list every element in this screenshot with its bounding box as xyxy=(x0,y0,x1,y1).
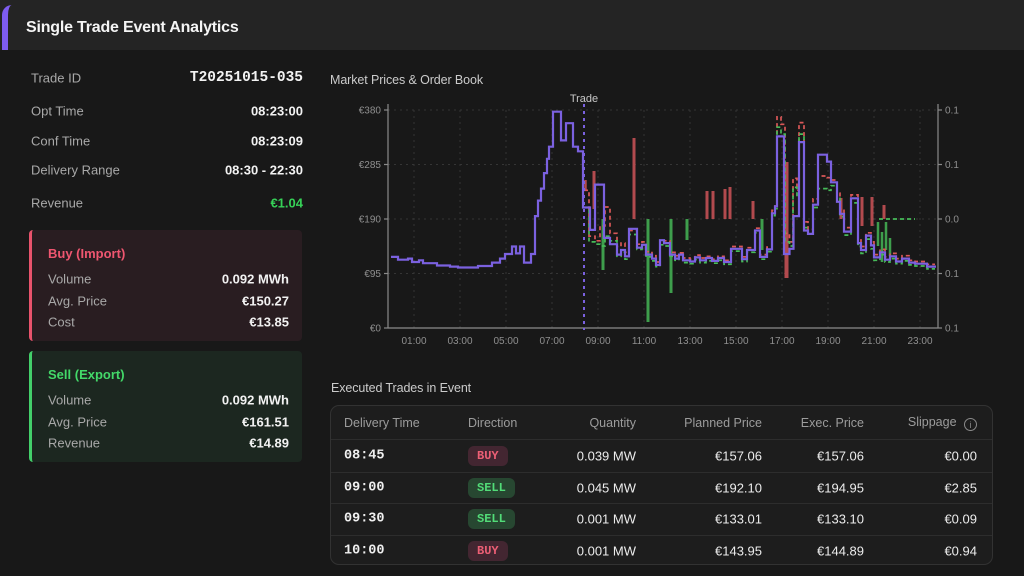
svg-text:23:00: 23:00 xyxy=(907,336,932,347)
svg-text:0.1: 0.1 xyxy=(945,160,959,171)
svg-text:03:00: 03:00 xyxy=(447,336,472,347)
svg-text:15:00: 15:00 xyxy=(723,336,748,347)
svg-text:0.1: 0.1 xyxy=(945,269,959,280)
svg-text:11:00: 11:00 xyxy=(632,336,657,347)
svg-text:€95: €95 xyxy=(364,269,381,280)
svg-text:Trade: Trade xyxy=(570,93,598,105)
svg-text:€0: €0 xyxy=(370,324,382,335)
svg-text:0.0: 0.0 xyxy=(945,215,959,226)
svg-text:07:00: 07:00 xyxy=(539,336,564,347)
svg-text:05:00: 05:00 xyxy=(493,336,518,347)
svg-text:09:00: 09:00 xyxy=(585,336,610,347)
svg-text:21:00: 21:00 xyxy=(861,336,886,347)
svg-text:13:00: 13:00 xyxy=(677,336,702,347)
svg-text:0.1: 0.1 xyxy=(945,106,959,117)
svg-text:€190: €190 xyxy=(359,215,382,226)
svg-text:17:00: 17:00 xyxy=(769,336,794,347)
svg-text:€380: €380 xyxy=(359,106,382,117)
svg-text:0.1: 0.1 xyxy=(945,324,959,335)
svg-text:€285: €285 xyxy=(359,160,382,171)
svg-text:01:00: 01:00 xyxy=(401,336,426,347)
svg-text:19:00: 19:00 xyxy=(815,336,840,347)
